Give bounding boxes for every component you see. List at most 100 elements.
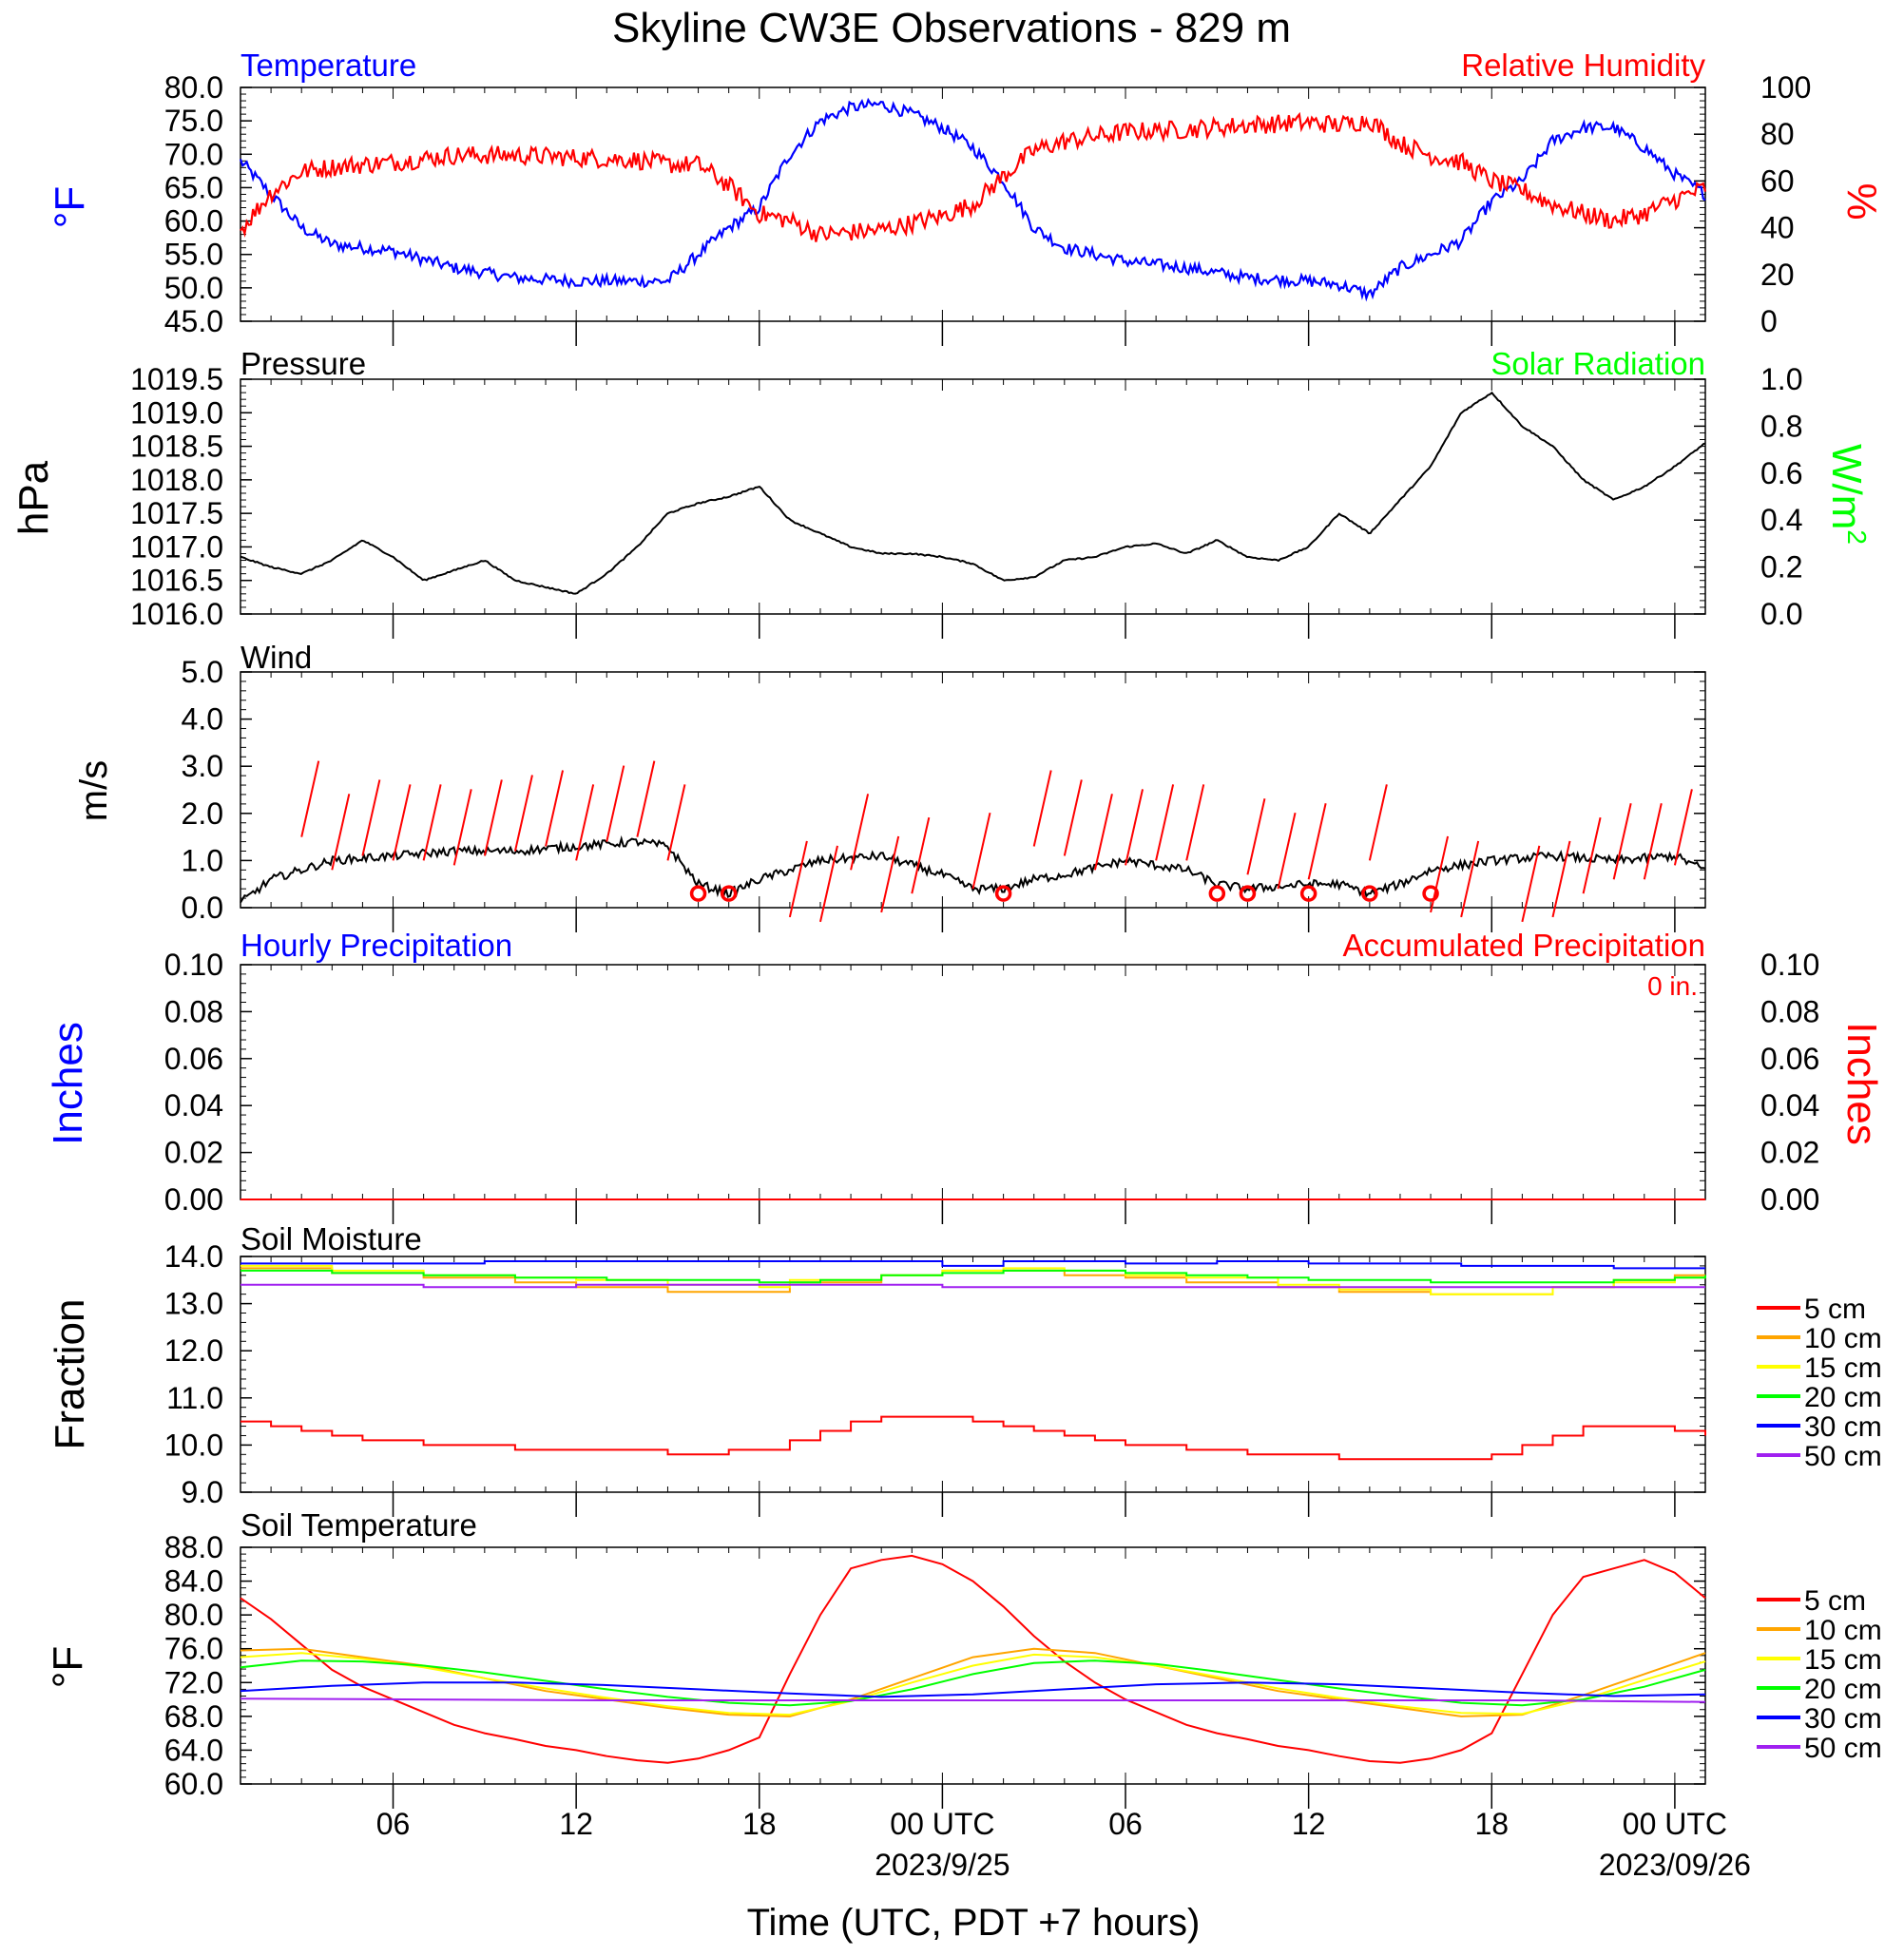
pressure-ytick-right-label: 0.6: [1760, 456, 1802, 490]
soilt-series-st15: [240, 1652, 1706, 1716]
wind-barb: [971, 812, 991, 890]
pressure-ytick-label: 1016.0: [130, 597, 223, 631]
temp-ytick-label: 65.0: [164, 170, 223, 204]
pressure-ytick-right-label: 0.2: [1760, 550, 1802, 585]
precip-ytick-label: 0.10: [164, 948, 223, 982]
temp-ytick-right-label: 80: [1760, 117, 1795, 151]
pressure-ytick-right-label: 1.0: [1760, 362, 1802, 396]
wind-barb: [1032, 770, 1052, 847]
wind-ylabel: m/s: [73, 760, 115, 821]
accum-precip-ylabel: Inches: [1838, 1022, 1885, 1145]
soilm-legend-label: 5 cm: [1804, 1294, 1866, 1325]
soilt-ytick-label: 64.0: [164, 1733, 223, 1767]
soilt-legend-label: 5 cm: [1804, 1585, 1866, 1617]
wind-calm-marker: [689, 885, 707, 902]
temp-ytick-label: 80.0: [164, 70, 223, 105]
wind-frame: [240, 671, 1706, 909]
soilt-legend-label: 50 cm: [1804, 1733, 1882, 1764]
soilm-ytick-label: 11.0: [166, 1381, 223, 1415]
wind-ytick-label: 5.0: [182, 655, 223, 689]
pressure-panel: Pressure Solar Radiation hPa W/m2: [10, 346, 1872, 545]
wind-barb: [819, 845, 838, 923]
soilm-series-sm30: [240, 1260, 1705, 1270]
soilm-legend-label: 50 cm: [1804, 1441, 1882, 1472]
temp-ytick-right-label: 40: [1760, 211, 1795, 245]
temp-ytick-right-label: 100: [1760, 70, 1811, 105]
wind-barb: [513, 775, 533, 852]
wind-barb: [1093, 794, 1113, 871]
soilt-legend-label: 20 cm: [1804, 1674, 1882, 1705]
solar-ylabel: W/m2: [1823, 444, 1872, 545]
wind-barb: [1277, 812, 1297, 890]
pressure-frame: [240, 378, 1706, 615]
x-tick-label: 06: [1108, 1807, 1143, 1841]
pressure-ytick-right-label: 0.8: [1760, 409, 1802, 443]
wind-ytick-label: 4.0: [182, 702, 223, 737]
soilt-ytick-label: 80.0: [164, 1598, 223, 1632]
precip-ytick-right-label: 0.06: [1760, 1042, 1819, 1076]
wind-barb: [850, 794, 870, 871]
soilt-ytick-label: 72.0: [164, 1665, 223, 1699]
soilt-ytick-label: 84.0: [164, 1564, 223, 1599]
soilm-ytick-label: 12.0: [164, 1333, 223, 1368]
pressure-ylabel: hPa: [10, 460, 57, 535]
soilm-ytick-label: 14.0: [164, 1239, 223, 1274]
x-tick-label: 06: [376, 1807, 411, 1841]
temperature-ylabel: °F: [47, 186, 93, 228]
x-tick-label: 00 UTC: [1623, 1807, 1727, 1841]
wind-barb: [1368, 784, 1388, 861]
precip-ylabel: Inches: [45, 1022, 91, 1145]
wind-barb: [636, 760, 656, 837]
temp-ytick-label: 55.0: [164, 238, 223, 272]
wind-barb: [1673, 789, 1693, 866]
wind-calm-marker: [1208, 885, 1226, 902]
soilt-ytick-label: 60.0: [164, 1767, 223, 1801]
soilm-legend-label: 20 cm: [1804, 1382, 1882, 1413]
temp-series-temperature: [239, 97, 1706, 302]
temp-ytick-label: 60.0: [164, 204, 223, 239]
wind-barb: [1521, 845, 1541, 923]
soilt-legend-label: 30 cm: [1804, 1703, 1882, 1735]
accum-precip-title: Accumulated Precipitation: [1342, 928, 1705, 963]
temperature-title: Temperature: [240, 48, 416, 83]
soilm-ytick-label: 13.0: [164, 1287, 223, 1321]
wind-barb: [1185, 784, 1205, 861]
wind-ytick-label: 0.0: [182, 891, 223, 925]
wind-barb: [452, 789, 472, 866]
wind-barb: [1551, 840, 1571, 918]
x-axis-label: Time (UTC, PDT +7 hours): [747, 1902, 1201, 1944]
temp-series-humidity: [240, 111, 1707, 242]
wind-ytick-label: 2.0: [182, 796, 223, 831]
humidity-ylabel: %: [1838, 182, 1885, 220]
precip-ytick-right-label: 0.00: [1760, 1182, 1819, 1217]
pressure-ytick-label: 1017.0: [130, 529, 223, 564]
x-tick-date: 2023/09/26: [1599, 1848, 1751, 1882]
soilm-legend-label: 30 cm: [1804, 1411, 1882, 1443]
x-tick-label: 18: [742, 1807, 777, 1841]
soil-moisture-ylabel: Fraction: [47, 1299, 93, 1450]
wind-barb: [575, 784, 595, 861]
x-tick-label: 12: [1292, 1807, 1326, 1841]
precip-ytick-label: 0.02: [164, 1136, 223, 1170]
soil-temperature-ylabel: °F: [45, 1646, 91, 1688]
pressure-ytick-label: 1018.5: [130, 430, 223, 464]
wind-barb: [606, 765, 625, 842]
wind-calm-marker: [1422, 885, 1439, 902]
wind-barb: [1582, 816, 1602, 894]
chart-marks: 45.050.055.060.065.070.075.080.002040608…: [130, 70, 1882, 1882]
pressure-ytick-label: 1018.0: [130, 463, 223, 497]
soilt-series-st5: [240, 1554, 1706, 1764]
wind-barb: [1155, 784, 1175, 861]
soilm-series-sm50: [240, 1283, 1705, 1289]
soilt-legend-label: 10 cm: [1804, 1615, 1882, 1646]
soilm-series-sm5: [240, 1415, 1706, 1461]
pressure-ytick-label: 1019.0: [130, 395, 223, 430]
temp-ytick-right-label: 60: [1760, 163, 1795, 198]
soilm-ytick-label: 10.0: [164, 1428, 223, 1462]
wind-ytick-label: 3.0: [182, 749, 223, 783]
soilt-series-st30: [240, 1681, 1706, 1698]
wind-calm-marker: [720, 885, 738, 902]
wind-calm-marker: [1239, 885, 1257, 902]
wind-barb: [392, 784, 412, 861]
